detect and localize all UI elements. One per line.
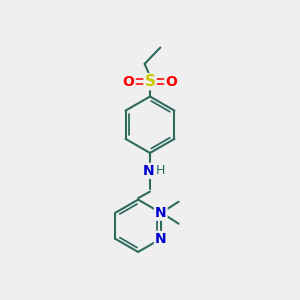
Text: N: N <box>143 164 154 178</box>
Text: O: O <box>123 75 134 88</box>
Text: H: H <box>156 164 165 177</box>
Text: N: N <box>155 232 167 246</box>
Text: S: S <box>145 74 155 89</box>
Text: N: N <box>155 206 167 220</box>
Text: O: O <box>166 75 177 88</box>
